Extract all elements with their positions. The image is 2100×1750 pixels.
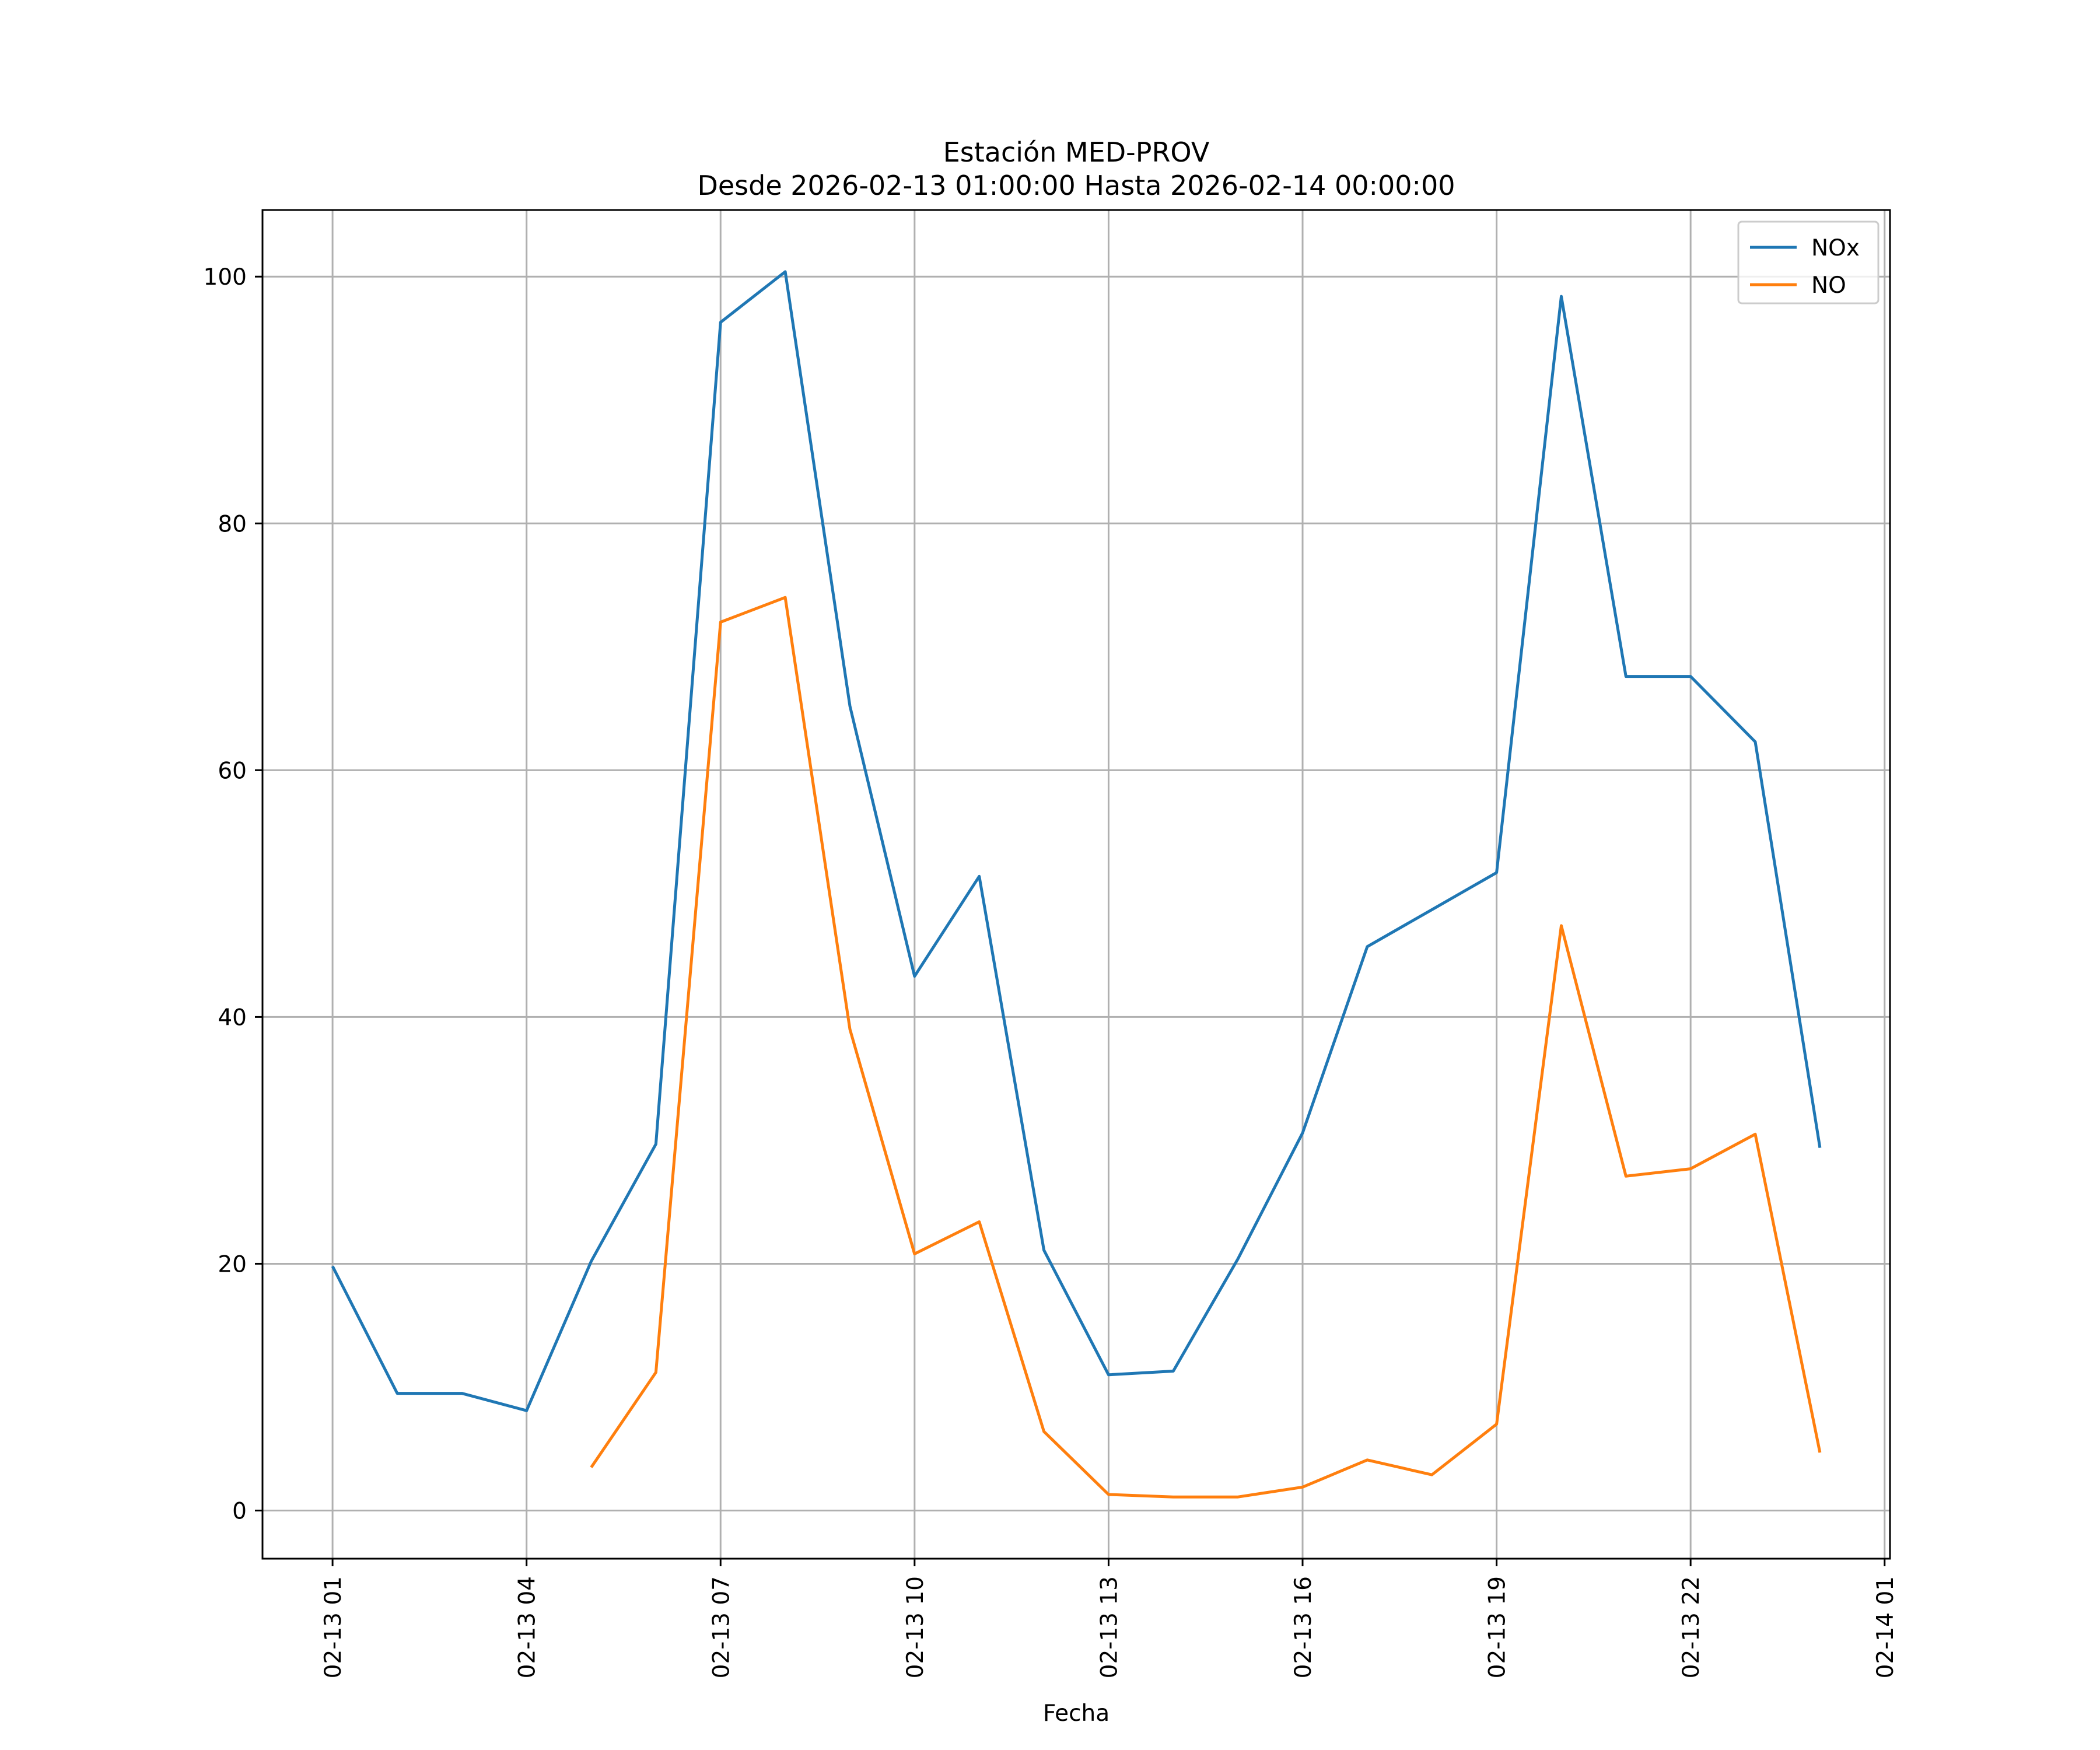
legend-box (1737, 220, 1880, 304)
y-tick-label: 40 (218, 1005, 247, 1031)
x-tick-label: 02-13 13 (1096, 1576, 1122, 1678)
x-tick-label: 02-14 01 (1873, 1576, 1899, 1678)
legend-label-no: NO (1811, 272, 1846, 299)
x-tick-label: 02-13 07 (708, 1576, 734, 1678)
legend-label-nox: NOx (1811, 235, 1860, 261)
series-line-nox (331, 270, 1822, 1412)
ticks: 0 20 40 60 80 100 02-13 01 02-13 04 02-13 07 02-1… (204, 264, 1899, 1678)
series-line-no (590, 596, 1822, 1499)
y-tick-label: 80 (218, 511, 247, 537)
x-tick-label: 02-13 04 (514, 1576, 541, 1678)
y-tick-label: 100 (204, 264, 247, 290)
legend: NOx NO (1737, 220, 1880, 304)
plot-frame (261, 209, 1891, 1560)
x-tick-label: 02-13 19 (1485, 1576, 1511, 1678)
chart-subtitle: Desde 2026-02-13 01:00:00 Hasta 2026-02-… (697, 170, 1455, 201)
y-tick-label: 20 (218, 1251, 247, 1278)
x-tick-label: 02-13 10 (902, 1576, 929, 1678)
chart-title: Estación MED-PROV (943, 136, 1210, 168)
y-tick-label: 60 (218, 758, 247, 784)
x-axis-label: Fecha (1043, 1700, 1110, 1727)
x-tick-label: 02-13 01 (320, 1576, 346, 1678)
grid (262, 210, 1890, 1559)
x-tick-label: 02-13 16 (1290, 1576, 1317, 1678)
y-tick-label: 0 (232, 1499, 247, 1525)
x-tick-label: 02-13 22 (1678, 1576, 1704, 1678)
series-layer (331, 270, 1822, 1499)
